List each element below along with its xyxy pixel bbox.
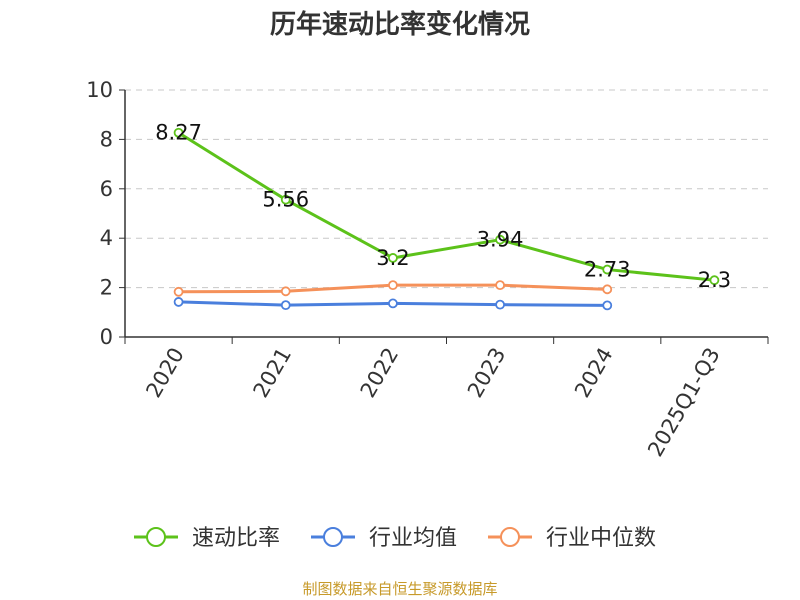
legend: 速动比率 行业均值 行业中位数	[134, 526, 656, 551]
data-label: 5.56	[262, 188, 309, 212]
x-tick-label: 2024	[570, 344, 618, 402]
y-tick-label: 6	[100, 177, 113, 201]
data-point	[173, 127, 184, 138]
legend-marker-icon	[146, 527, 166, 547]
grid-layer	[125, 89, 768, 289]
x-tick-label: 2021	[249, 344, 297, 402]
y-tick-label: 10	[86, 78, 113, 102]
data-point	[280, 286, 291, 297]
data-point	[280, 300, 291, 311]
legend-label: 速动比率	[192, 526, 280, 551]
data-point	[388, 298, 398, 309]
chart-title: 历年速动比率变化情况	[270, 9, 530, 40]
series-layer	[173, 127, 720, 311]
source-note: 制图数据来自恒生聚源数据库	[302, 580, 497, 598]
y-tick-label: 8	[100, 127, 113, 151]
data-point	[602, 264, 613, 275]
x-tick-label: 2025Q1-Q3	[643, 344, 725, 461]
data-point	[495, 299, 505, 310]
x-tick-label: 2022	[356, 344, 404, 402]
data-point	[280, 194, 291, 205]
x-tick-label: 2020	[141, 344, 189, 402]
data-point	[495, 234, 505, 245]
legend-item[interactable]: 行业均值	[311, 526, 457, 551]
data-point	[388, 253, 398, 263]
data-label-layer: 8.27 5.56 3.2 3.94 2.73 2.3	[155, 121, 731, 292]
legend-item[interactable]: 行业中位数	[488, 526, 656, 551]
legend-marker-icon	[500, 527, 520, 547]
data-label: 2.3	[698, 268, 731, 292]
data-label: 8.27	[155, 121, 202, 145]
y-tick-label: 0	[100, 325, 113, 349]
legend-marker-icon	[323, 527, 343, 547]
data-point	[602, 300, 613, 311]
data-point	[173, 286, 184, 297]
y-tick-label: 4	[100, 226, 113, 250]
x-tick-label: 2023	[463, 344, 511, 402]
legend-label: 行业均值	[369, 526, 457, 551]
legend-label: 行业中位数	[546, 526, 656, 551]
data-label: 2.73	[584, 258, 631, 282]
data-label: 3.94	[477, 228, 524, 252]
y-tick-label: 2	[100, 276, 113, 300]
legend-item[interactable]: 速动比率	[134, 526, 280, 551]
data-point	[388, 280, 398, 291]
data-point	[495, 280, 505, 291]
data-point	[709, 275, 720, 286]
series-line	[177, 131, 715, 282]
data-point	[602, 284, 613, 295]
data-point	[173, 297, 184, 307]
data-label: 3.2	[376, 246, 409, 270]
